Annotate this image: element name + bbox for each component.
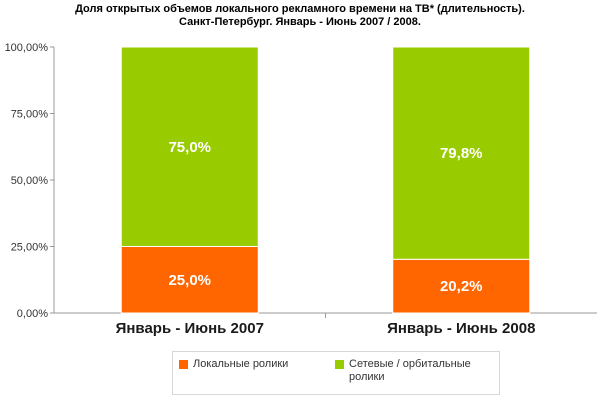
y-tick-label: 75,00%: [11, 109, 49, 121]
data-label: 79,8%: [440, 145, 483, 162]
data-label: 20,2%: [440, 278, 483, 295]
legend: Локальные ролики Сетевые / орбитальные р…: [172, 351, 500, 395]
legend-label-local: Локальные ролики: [193, 358, 289, 370]
chart-title-line-1: Доля открытых объемов локального рекламн…: [75, 3, 525, 15]
bar-layer: [120, 46, 531, 314]
bar-segment: [120, 46, 259, 247]
bar-segment: [120, 246, 259, 314]
y-tick-label: 0,00%: [17, 308, 48, 320]
label-layer: 25,0% 75,0% 20,2% 79,8%: [168, 139, 482, 295]
data-label: 75,0%: [168, 139, 211, 156]
x-category-label: Январь - Июнь 2007: [116, 320, 264, 337]
legend-swatch-network: [335, 360, 344, 369]
data-label: 25,0%: [168, 272, 211, 289]
chart-title-line-2: Санкт-Петербург. Январь - Июнь 2007 / 20…: [179, 16, 421, 28]
x-category-label: Январь - Июнь 2008: [387, 320, 535, 337]
legend-swatch-local: [179, 360, 188, 369]
y-tick-label: 50,00%: [11, 175, 49, 187]
chart-title: Доля открытых объемов локального рекламн…: [0, 3, 600, 29]
y-tick-label: 100,00%: [5, 42, 49, 54]
y-tick-label: 25,00%: [11, 242, 49, 254]
legend-item-local: Локальные ролики: [179, 358, 329, 371]
bar-segment: [392, 46, 531, 260]
legend-item-network: Сетевые / орбитальные ролики: [335, 358, 495, 384]
bar-segment: [392, 258, 531, 314]
legend-label-network: Сетевые / орбитальные ролики: [349, 358, 471, 383]
